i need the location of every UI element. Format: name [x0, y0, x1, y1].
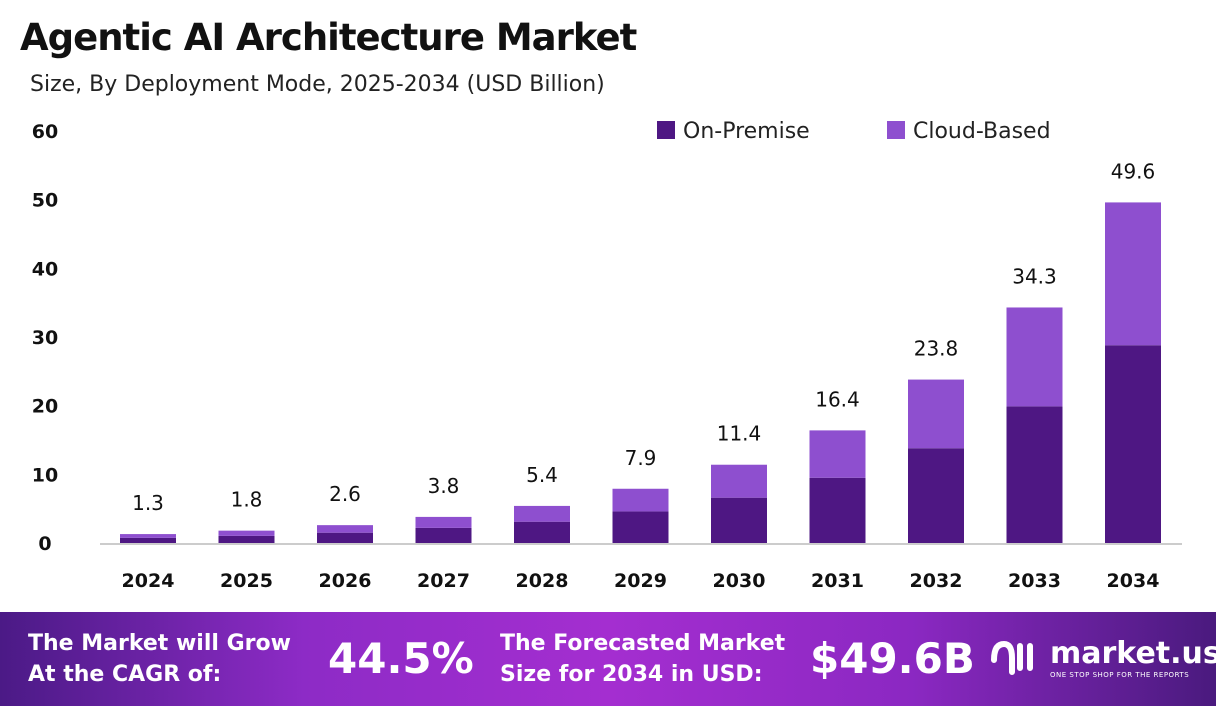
x-tick-label: 2031 — [811, 570, 864, 592]
logo-icon — [991, 640, 1033, 675]
bar-on-premise — [120, 537, 176, 543]
bar-on-premise — [514, 521, 570, 543]
data-label: 23.8 — [914, 337, 959, 361]
x-tick-label: 2029 — [614, 570, 667, 592]
bar-on-premise — [218, 535, 275, 543]
y-tick-label: 30 — [32, 327, 58, 349]
data-label: 16.4 — [815, 387, 860, 411]
bar-cloud-based — [317, 525, 373, 533]
cagr-label-line1: The Market will Grow — [28, 631, 291, 656]
bar-on-premise — [612, 511, 669, 543]
forecast-value: $49.6B — [810, 634, 975, 683]
data-label: 7.9 — [625, 446, 657, 470]
bar-on-premise — [809, 477, 866, 543]
bar-cloud-based — [612, 488, 669, 512]
x-tick-label: 2027 — [417, 570, 470, 592]
bar-cloud-based — [809, 430, 866, 478]
forecast-label: The Forecasted Market Size for 2034 in U… — [500, 628, 785, 690]
chart-title: Agentic AI Architecture Market — [20, 16, 637, 59]
bar-cloud-based — [1105, 202, 1161, 346]
y-tick-label: 10 — [32, 464, 58, 486]
data-label: 11.4 — [717, 422, 762, 446]
bar-on-premise — [1105, 345, 1161, 543]
chart-subtitle: Size, By Deployment Mode, 2025-2034 (USD… — [30, 72, 605, 97]
bar-on-premise — [415, 527, 472, 543]
bar-on-premise — [317, 532, 373, 543]
data-label: 1.8 — [231, 488, 263, 512]
bar-cloud-based — [120, 534, 176, 538]
legend-swatch — [657, 121, 675, 139]
bar-on-premise — [1006, 406, 1063, 543]
x-tick-label: 2030 — [713, 570, 766, 592]
x-tick-label: 2034 — [1107, 570, 1160, 592]
bar-on-premise — [711, 497, 767, 543]
y-tick-label: 0 — [38, 533, 51, 555]
bar-cloud-based — [218, 530, 275, 536]
bar-cloud-based — [415, 516, 472, 528]
bar-cloud-based — [711, 464, 767, 498]
cagr-label: The Market will Grow At the CAGR of: — [28, 628, 291, 690]
y-tick-label: 40 — [32, 258, 58, 280]
y-tick-label: 20 — [32, 396, 58, 418]
cagr-label-line2: At the CAGR of: — [28, 662, 222, 687]
x-tick-label: 2028 — [516, 570, 569, 592]
x-tick-label: 2033 — [1008, 570, 1061, 592]
bar-cloud-based — [1006, 307, 1063, 407]
data-label: 3.8 — [428, 474, 460, 498]
x-tick-label: 2026 — [319, 570, 372, 592]
data-label: 1.3 — [132, 491, 164, 515]
data-label: 34.3 — [1012, 264, 1057, 288]
logo-tagline: ONE STOP SHOP FOR THE REPORTS — [1050, 671, 1190, 679]
data-label: 49.6 — [1111, 159, 1156, 183]
data-label: 5.4 — [526, 463, 558, 487]
y-tick-label: 50 — [32, 190, 58, 212]
x-tick-label: 2032 — [910, 570, 963, 592]
cagr-value: 44.5% — [328, 634, 474, 683]
y-tick-label: 60 — [32, 121, 58, 143]
legend-swatch — [887, 121, 905, 139]
legend-label: Cloud-Based — [913, 119, 1051, 144]
bar-on-premise — [908, 448, 964, 543]
x-tick-label: 2024 — [122, 570, 175, 592]
data-label: 2.6 — [329, 482, 361, 506]
bar-cloud-based — [908, 379, 964, 449]
forecast-label-line1: The Forecasted Market — [500, 631, 786, 656]
market-us-logo: market.us ONE STOP SHOP FOR THE REPORTS — [990, 636, 1216, 679]
logo-text: market.us — [1050, 636, 1216, 671]
x-tick-label: 2025 — [220, 570, 273, 592]
legend-label: On-Premise — [683, 119, 810, 144]
bar-cloud-based — [514, 505, 570, 522]
footer-banner: The Market will Grow At the CAGR of: 44.… — [0, 612, 1216, 706]
chart: 01020304050601.320241.820252.620263.8202… — [32, 119, 1182, 592]
forecast-label-line2: Size for 2034 in USD: — [500, 662, 763, 687]
